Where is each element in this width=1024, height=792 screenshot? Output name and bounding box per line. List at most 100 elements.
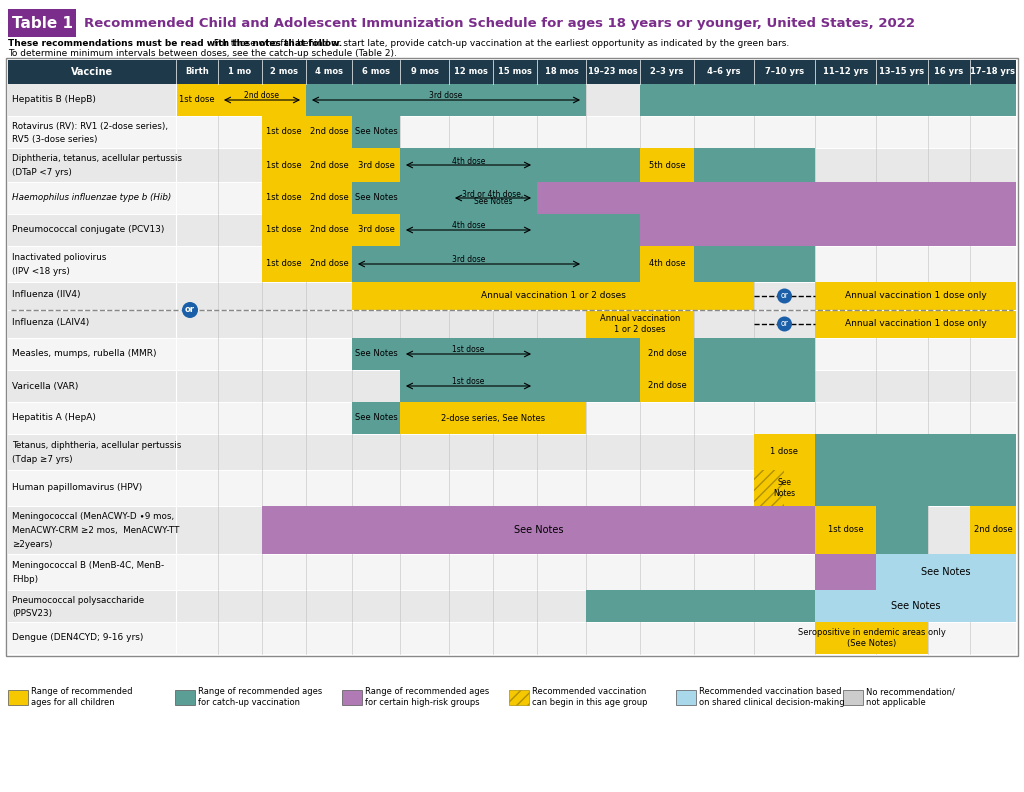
- Bar: [537, 370, 640, 402]
- Text: 2 mos: 2 mos: [270, 67, 298, 77]
- Bar: [352, 338, 400, 370]
- Text: (DTaP <7 yrs): (DTaP <7 yrs): [12, 168, 72, 177]
- Text: See Notes: See Notes: [514, 525, 563, 535]
- Circle shape: [182, 302, 198, 318]
- Bar: [8, 434, 1016, 470]
- Bar: [640, 370, 694, 402]
- Bar: [537, 148, 640, 182]
- Bar: [218, 84, 306, 116]
- Circle shape: [777, 288, 792, 303]
- Text: For those who fall behind or start late, provide catch-up vaccination at the ear: For those who fall behind or start late,…: [211, 40, 790, 48]
- Bar: [754, 470, 784, 506]
- Text: 3rd or 4th dose,: 3rd or 4th dose,: [463, 189, 523, 199]
- Bar: [8, 690, 28, 705]
- Bar: [815, 590, 1016, 622]
- Text: Annual vaccination 1 or 2 doses: Annual vaccination 1 or 2 doses: [480, 291, 626, 300]
- Bar: [306, 84, 586, 116]
- Bar: [8, 338, 1016, 370]
- Text: 3rd dose: 3rd dose: [357, 161, 394, 169]
- Text: 4 mos: 4 mos: [315, 67, 343, 77]
- Bar: [8, 246, 1016, 282]
- Text: 2nd dose: 2nd dose: [309, 260, 348, 268]
- Bar: [815, 282, 1016, 310]
- Bar: [449, 182, 537, 214]
- Text: 17–18 yrs: 17–18 yrs: [971, 67, 1016, 77]
- Bar: [306, 214, 352, 246]
- Text: 2–3 yrs: 2–3 yrs: [650, 67, 684, 77]
- Bar: [815, 310, 1016, 338]
- Text: 2nd dose: 2nd dose: [647, 349, 686, 359]
- Bar: [262, 182, 306, 214]
- Text: 2nd dose: 2nd dose: [309, 128, 348, 136]
- Text: Range of recommended
ages for all children: Range of recommended ages for all childr…: [31, 687, 132, 706]
- Text: 1 mo: 1 mo: [228, 67, 252, 77]
- Text: See Notes: See Notes: [354, 349, 397, 359]
- Bar: [262, 246, 306, 282]
- Bar: [262, 148, 306, 182]
- Bar: [352, 116, 400, 148]
- Text: 1st dose: 1st dose: [266, 260, 302, 268]
- Text: Range of recommended ages
for certain high-risk groups: Range of recommended ages for certain hi…: [365, 687, 489, 706]
- Bar: [342, 690, 362, 705]
- Text: Recommended vaccination
can begin in this age group: Recommended vaccination can begin in thi…: [532, 687, 647, 706]
- Text: To determine minimum intervals between doses, see the catch-up schedule (Table 2: To determine minimum intervals between d…: [8, 48, 397, 58]
- Text: 1 dose: 1 dose: [770, 447, 799, 456]
- Bar: [400, 338, 537, 370]
- Text: Varicella (VAR): Varicella (VAR): [12, 382, 79, 390]
- Bar: [8, 622, 1016, 654]
- Bar: [8, 554, 1016, 590]
- Bar: [306, 182, 352, 214]
- Bar: [8, 370, 1016, 402]
- Text: (PPSV23): (PPSV23): [12, 608, 52, 618]
- Bar: [640, 148, 694, 182]
- Text: Rotavirus (RV): RV1 (2-dose series),: Rotavirus (RV): RV1 (2-dose series),: [12, 122, 168, 131]
- Text: Annual vaccination 1 dose only: Annual vaccination 1 dose only: [845, 291, 986, 300]
- Text: Birth: Birth: [185, 67, 209, 77]
- Bar: [694, 246, 815, 282]
- Bar: [176, 84, 218, 116]
- Text: Recommended Child and Adolescent Immunization Schedule for ages 18 years or youn: Recommended Child and Adolescent Immuniz…: [84, 17, 915, 29]
- Bar: [876, 554, 1016, 590]
- Bar: [694, 148, 815, 182]
- Text: Hepatitis B (HepB): Hepatitis B (HepB): [12, 96, 96, 105]
- Text: Meningococcal (MenACWY-D ∙9 mos,: Meningococcal (MenACWY-D ∙9 mos,: [12, 512, 174, 521]
- Bar: [352, 246, 586, 282]
- Text: Influenza (LAIV4): Influenza (LAIV4): [12, 318, 89, 327]
- Bar: [262, 506, 815, 554]
- Bar: [306, 116, 352, 148]
- Bar: [8, 182, 1016, 214]
- Bar: [8, 84, 1016, 116]
- Text: 1st dose: 1st dose: [266, 161, 302, 169]
- Bar: [8, 9, 76, 37]
- Text: See Notes: See Notes: [354, 413, 397, 422]
- Text: 3rd dose: 3rd dose: [453, 256, 485, 265]
- Bar: [352, 148, 400, 182]
- Bar: [640, 338, 694, 370]
- Text: or: or: [780, 319, 788, 329]
- Text: Seropositive in endemic areas only
(See Notes): Seropositive in endemic areas only (See …: [798, 628, 945, 648]
- Text: 19–23 mos: 19–23 mos: [588, 67, 638, 77]
- Bar: [400, 402, 586, 434]
- Bar: [843, 690, 863, 705]
- Bar: [876, 506, 928, 554]
- Text: 3rd dose: 3rd dose: [357, 226, 394, 234]
- Text: See Notes: See Notes: [891, 601, 940, 611]
- Text: RV5 (3-dose series): RV5 (3-dose series): [12, 135, 97, 143]
- Text: 2nd dose: 2nd dose: [974, 526, 1013, 535]
- Bar: [400, 148, 537, 182]
- Text: Measles, mumps, rubella (MMR): Measles, mumps, rubella (MMR): [12, 349, 157, 359]
- Circle shape: [777, 317, 792, 332]
- Bar: [8, 470, 1016, 506]
- Bar: [586, 246, 640, 282]
- Bar: [586, 590, 815, 622]
- Bar: [694, 370, 815, 402]
- Bar: [352, 182, 400, 214]
- Text: 13–15 yrs: 13–15 yrs: [880, 67, 925, 77]
- Text: (Tdap ≥7 yrs): (Tdap ≥7 yrs): [12, 455, 73, 464]
- Text: 4th dose: 4th dose: [452, 157, 485, 166]
- Text: 2nd dose: 2nd dose: [309, 193, 348, 203]
- Text: 1st dose: 1st dose: [453, 378, 484, 386]
- Text: Dengue (DEN4CYD; 9-16 yrs): Dengue (DEN4CYD; 9-16 yrs): [12, 634, 143, 642]
- Text: See Notes: See Notes: [354, 128, 397, 136]
- Text: 18 mos: 18 mos: [545, 67, 579, 77]
